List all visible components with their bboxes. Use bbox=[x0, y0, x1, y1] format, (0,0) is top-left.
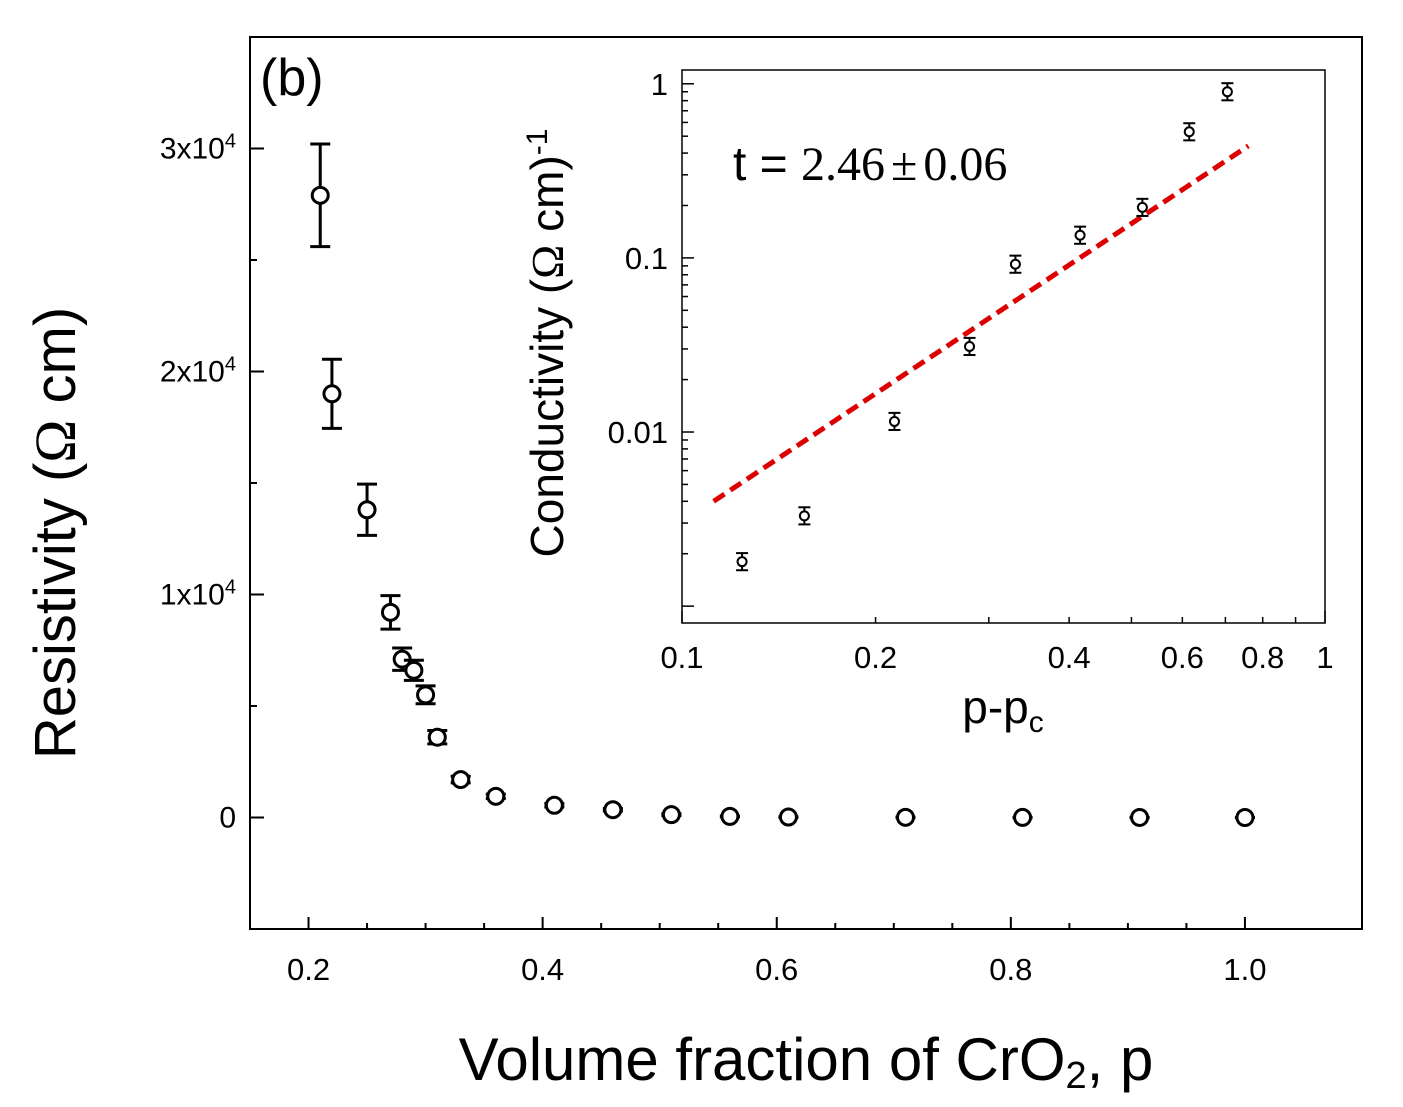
inset-y-tick-label: 1 bbox=[651, 67, 668, 102]
main-x-tick-label: 0.6 bbox=[755, 952, 798, 987]
main-x-tick-label: 0.4 bbox=[521, 952, 564, 987]
inset-data-point bbox=[736, 556, 748, 568]
inset-y-tick-labels: 0.01 0.1 1 bbox=[608, 67, 668, 450]
main-data-point bbox=[1130, 807, 1150, 827]
main-data-point bbox=[427, 727, 447, 747]
inset-fit-line bbox=[712, 143, 1250, 504]
main-y-axis-label: Resistivity (Ω cm) bbox=[23, 307, 88, 759]
inset-x-tick-label: 0.1 bbox=[660, 640, 703, 675]
inset-plot-frame bbox=[681, 69, 1326, 624]
inset-x-tick-label: 1 bbox=[1316, 640, 1333, 675]
exponent-annotation: t = 2.46 ±0.06 bbox=[733, 138, 1007, 191]
main-y-tick-label: 2x104 bbox=[160, 354, 236, 389]
main-data-point bbox=[544, 795, 564, 815]
main-data-point bbox=[720, 806, 740, 826]
main-y-tick-label: 3x104 bbox=[160, 131, 236, 166]
main-axis-ticks bbox=[250, 36, 1246, 930]
main-data-point bbox=[895, 807, 915, 827]
main-data-point bbox=[486, 786, 506, 806]
main-x-tick-label: 1.0 bbox=[1223, 952, 1266, 987]
main-data-point bbox=[1013, 807, 1033, 827]
inset-data-point bbox=[798, 510, 810, 522]
inset-y-tick-label: 0.1 bbox=[625, 241, 668, 276]
main-data-point bbox=[380, 602, 400, 622]
main-x-axis-label: Volume fraction of CrO2, p bbox=[459, 1026, 1154, 1097]
inset-data-point bbox=[964, 340, 976, 352]
main-data-points bbox=[310, 142, 1255, 827]
inset-data-point bbox=[1074, 229, 1086, 241]
main-x-tick-label: 0.2 bbox=[287, 952, 330, 987]
main-x-tick-label: 0.8 bbox=[989, 952, 1032, 987]
inset-x-tick-label: 0.8 bbox=[1241, 640, 1284, 675]
inset-data-point bbox=[1183, 126, 1195, 138]
inset-data-point bbox=[1009, 258, 1021, 270]
inset-x-tick-label: 0.4 bbox=[1048, 640, 1091, 675]
main-data-point bbox=[778, 807, 798, 827]
main-data-point bbox=[322, 384, 342, 404]
inset-y-tick-label: 0.01 bbox=[608, 415, 668, 450]
main-x-tick-labels: 0.2 0.4 0.6 0.8 1.0 bbox=[287, 952, 1267, 987]
inset-data-point bbox=[888, 415, 900, 427]
main-data-point bbox=[661, 805, 681, 825]
inset-y-axis-label: Conductivity (Ω cm)-1 bbox=[521, 129, 574, 558]
inset-x-tick-label: 0.2 bbox=[854, 640, 897, 675]
inset-data-point bbox=[1221, 86, 1233, 98]
inset-data-point bbox=[1136, 201, 1148, 213]
main-data-point bbox=[404, 660, 424, 680]
main-data-point bbox=[451, 770, 471, 790]
main-data-point bbox=[416, 685, 436, 705]
main-y-tick-label: 1x104 bbox=[160, 577, 236, 612]
inset-x-tick-labels: 0.1 0.2 0.4 0.6 0.8 1 bbox=[660, 640, 1333, 675]
inset-data-points bbox=[736, 82, 1234, 572]
inset-x-tick-label: 0.6 bbox=[1161, 640, 1204, 675]
main-y-tick-labels: 0 1x104 2x104 3x104 bbox=[160, 131, 236, 835]
main-data-point bbox=[1235, 807, 1255, 827]
main-data-point bbox=[310, 185, 330, 205]
main-y-tick-label: 0 bbox=[219, 802, 236, 835]
inset-fit-segment bbox=[712, 143, 1250, 504]
inset-axis-ticks bbox=[681, 83, 1326, 623]
inset-x-axis-label: p-pc bbox=[962, 681, 1043, 739]
panel-label: (b) bbox=[260, 49, 324, 107]
main-data-point bbox=[603, 800, 623, 820]
main-data-point bbox=[357, 500, 377, 520]
